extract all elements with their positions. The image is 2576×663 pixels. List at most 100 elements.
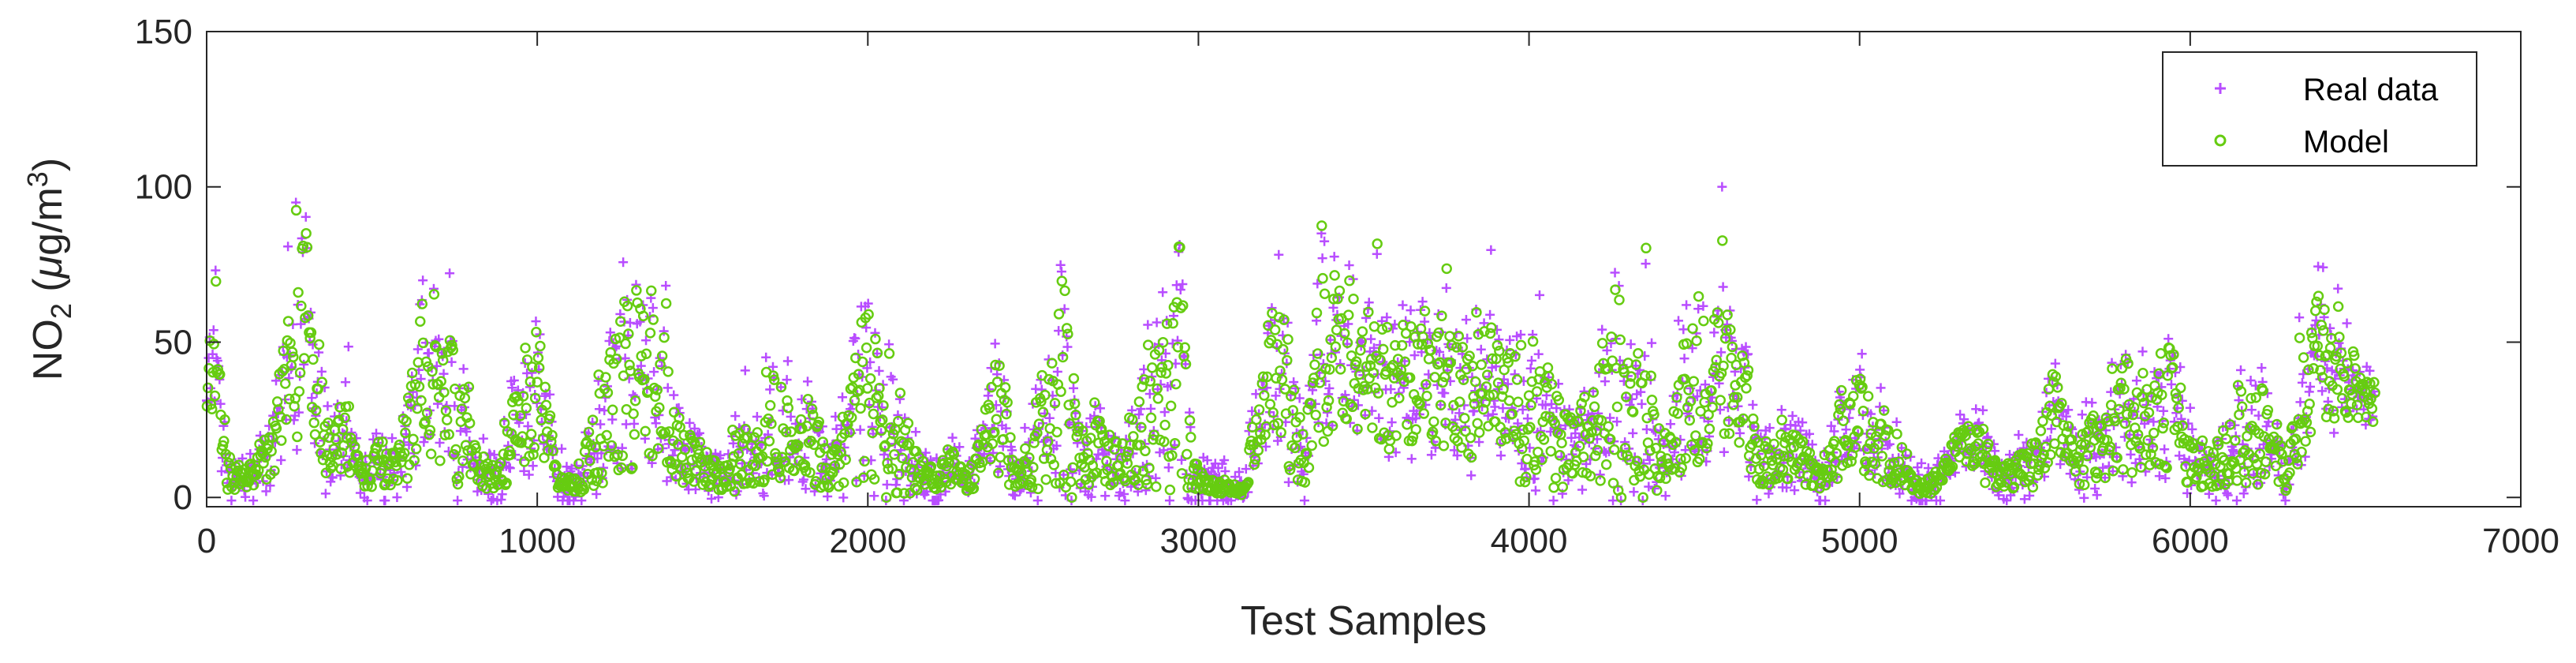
real-data-point bbox=[1067, 468, 1077, 478]
real-data-point bbox=[1865, 409, 1876, 419]
real-data-point bbox=[816, 468, 826, 478]
real-data-point bbox=[453, 496, 463, 506]
real-data-point bbox=[759, 491, 769, 501]
real-data-point bbox=[1144, 389, 1155, 399]
real-data-point bbox=[2137, 346, 2148, 357]
real-data-point bbox=[1525, 363, 1536, 373]
model-point bbox=[310, 405, 322, 416]
real-data-point bbox=[1597, 324, 1607, 335]
real-data-point bbox=[1051, 440, 1062, 451]
y-axis-title-subscript: 2 bbox=[45, 303, 77, 319]
real-data-point bbox=[2063, 405, 2074, 415]
real-data-point bbox=[1221, 494, 1231, 504]
real-data-point bbox=[605, 328, 615, 338]
real-data-point bbox=[1220, 466, 1230, 476]
real-data-point bbox=[1001, 423, 1011, 433]
real-data-point bbox=[2294, 313, 2305, 323]
real-data-point bbox=[1100, 491, 1111, 501]
real-data-point bbox=[1612, 417, 1622, 427]
real-data-point bbox=[1982, 433, 1992, 444]
real-data-point bbox=[782, 356, 793, 366]
real-data-point bbox=[1178, 279, 1188, 289]
real-data-point bbox=[2092, 490, 2102, 500]
real-data-point bbox=[283, 242, 293, 252]
real-data-point bbox=[2154, 471, 2164, 481]
real-data-point bbox=[1891, 417, 1902, 427]
real-data-point bbox=[2126, 478, 2137, 488]
real-data-point bbox=[1883, 440, 1893, 451]
real-data-point bbox=[661, 280, 671, 290]
real-data-point bbox=[1032, 496, 1043, 506]
real-data-point bbox=[1540, 400, 1551, 410]
real-data-point bbox=[1693, 304, 1704, 314]
real-data-point bbox=[894, 394, 905, 404]
model-point bbox=[253, 465, 264, 476]
y-axis-title-mu: μ bbox=[25, 256, 71, 280]
real-data-point bbox=[1141, 485, 1151, 496]
real-data-point bbox=[2238, 489, 2249, 499]
real-data-point bbox=[245, 448, 256, 459]
real-data-point bbox=[782, 375, 792, 385]
real-data-point bbox=[1741, 342, 1751, 352]
real-data-point bbox=[355, 488, 365, 498]
real-data-point bbox=[413, 344, 423, 354]
real-data-point bbox=[216, 466, 226, 477]
real-data-point bbox=[341, 377, 351, 388]
real-data-point bbox=[2183, 418, 2193, 429]
real-data-point bbox=[1579, 386, 1589, 396]
real-data-point bbox=[1387, 418, 1397, 428]
real-data-point bbox=[1120, 496, 1130, 506]
real-data-point bbox=[316, 366, 327, 376]
real-data-point bbox=[327, 473, 338, 483]
model-point bbox=[281, 414, 292, 425]
real-data-point bbox=[1629, 487, 1639, 497]
model-point bbox=[208, 339, 219, 350]
real-data-point bbox=[1295, 441, 1305, 451]
real-data-point bbox=[527, 368, 537, 378]
real-data-point bbox=[424, 348, 434, 358]
real-data-point bbox=[1692, 391, 1702, 402]
real-data-point bbox=[2163, 334, 2174, 344]
real-data-point bbox=[1398, 300, 1408, 310]
model-point bbox=[215, 369, 226, 380]
y-axis-title-superscript: 3 bbox=[21, 171, 54, 187]
real-data-point bbox=[1056, 267, 1066, 277]
model-point bbox=[308, 354, 319, 365]
real-data-point bbox=[577, 496, 587, 506]
real-data-point bbox=[1177, 455, 1187, 465]
real-data-point bbox=[863, 298, 873, 309]
real-data-point bbox=[2065, 469, 2075, 479]
model-point bbox=[280, 378, 291, 389]
real-data-point bbox=[1608, 496, 1618, 506]
real-data-point bbox=[1387, 324, 1398, 334]
y-axis-title-open: ( bbox=[25, 278, 71, 303]
real-data-point bbox=[1010, 490, 1020, 500]
x-tick-label: 4000 bbox=[1491, 522, 1568, 560]
real-data-point bbox=[478, 433, 488, 444]
real-data-point bbox=[1139, 364, 1149, 374]
real-data-point bbox=[446, 357, 457, 367]
x-tick-label: 7000 bbox=[2482, 522, 2559, 560]
real-data-point bbox=[595, 419, 606, 429]
real-data-point bbox=[1052, 366, 1062, 376]
real-data-point bbox=[1166, 380, 1176, 391]
real-data-point bbox=[1366, 334, 1376, 344]
real-data-point bbox=[226, 496, 237, 506]
real-data-point bbox=[1602, 345, 1612, 355]
real-data-point bbox=[767, 361, 778, 372]
real-data-point bbox=[850, 333, 861, 343]
real-data-point bbox=[2061, 411, 2071, 421]
real-data-point bbox=[874, 365, 884, 376]
real-data-point bbox=[1994, 490, 2004, 500]
real-data-point bbox=[1143, 320, 1153, 330]
model-point bbox=[304, 332, 315, 344]
x-axis-title: Test Samples bbox=[1241, 598, 1487, 644]
real-data-point bbox=[1164, 496, 1174, 506]
real-data-point bbox=[723, 449, 734, 459]
real-data-point bbox=[2074, 485, 2085, 495]
real-data-point bbox=[497, 489, 507, 500]
real-data-point bbox=[2231, 496, 2242, 506]
real-data-point bbox=[2305, 381, 2316, 391]
real-data-point bbox=[2160, 444, 2170, 455]
real-data-point bbox=[1734, 428, 1745, 438]
